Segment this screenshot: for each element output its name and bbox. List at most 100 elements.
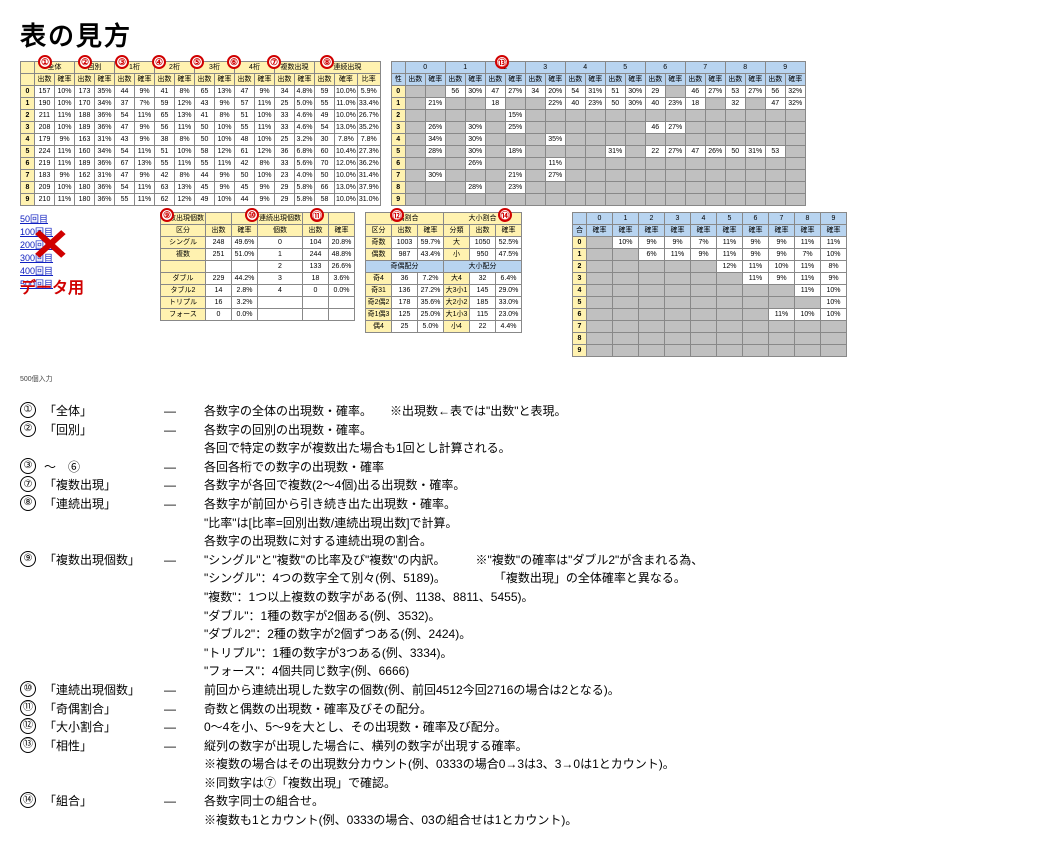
desc-text: 0～4を小、5～9を大とし、その出現数・確率及び配分。 [204, 718, 1030, 737]
desc-text: ※複数の場合はその出現数分カウント(例、0333の場合0→3は3、3→0は1とカ… [204, 755, 1030, 774]
cell: 9% [135, 134, 155, 146]
cell [705, 110, 725, 122]
cell: 46 [685, 86, 705, 98]
cell: 奇偶配分 [366, 261, 444, 273]
cell [405, 134, 425, 146]
cell: 11% [255, 98, 275, 110]
cell: 2 [573, 261, 587, 273]
cell [639, 309, 665, 321]
cell: 43 [115, 134, 135, 146]
cell [685, 182, 705, 194]
table-combinations: 0123456789合確率確率確率確率確率確率確率確率確率確率010%9%9%7… [572, 212, 847, 357]
cell: 出数 [405, 74, 425, 86]
cell: 32 [725, 98, 745, 110]
cell [605, 194, 625, 206]
cell: 31.0% [357, 194, 380, 206]
cell: 27% [505, 86, 525, 98]
cell: 28% [465, 182, 485, 194]
cell: 出数 [235, 74, 255, 86]
cell: 185 [470, 297, 496, 309]
cell [743, 345, 769, 357]
cell: 11% [665, 249, 691, 261]
table-correlation: 0123456789性出数確率出数確率出数確率出数確率出数確率出数確率出数確率出… [391, 61, 806, 206]
cell: 10% [769, 261, 795, 273]
cell: 6 [743, 213, 769, 225]
cell: 54 [115, 110, 135, 122]
cell [445, 122, 465, 134]
cell: 10% [55, 86, 75, 98]
cell: 11.0% [335, 98, 358, 110]
cell: 43.4% [418, 249, 444, 261]
cell: 125 [392, 309, 418, 321]
cell [445, 194, 465, 206]
desc-text: "複数"：1つ以上複数の数字がある(例、1138、8811、5455)。 [204, 588, 1030, 607]
cell [573, 213, 587, 225]
cell: 1 [445, 62, 485, 74]
cell [206, 261, 232, 273]
cell: 33 [275, 122, 295, 134]
cell: 36% [95, 158, 115, 170]
cell: 36 [392, 273, 418, 285]
cell: 9% [821, 273, 847, 285]
cell [425, 110, 445, 122]
cell: 30% [465, 86, 485, 98]
cell: 0 [258, 237, 303, 249]
cell: 7 [573, 321, 587, 333]
cell: 9% [55, 170, 75, 182]
cell: 30% [425, 170, 445, 182]
cell: 11% [255, 122, 275, 134]
cell [639, 345, 665, 357]
cell [821, 333, 847, 345]
cell: 20.8% [329, 237, 355, 249]
cell: 34% [95, 98, 115, 110]
cell [329, 309, 355, 321]
cell [445, 182, 465, 194]
cell: 9% [215, 170, 235, 182]
cell: 11% [717, 249, 743, 261]
cell: 5 [717, 213, 743, 225]
cell: 10% [175, 146, 195, 158]
cell: 950 [470, 249, 496, 261]
cell [587, 237, 613, 249]
cell: 47 [235, 86, 255, 98]
cell: 66 [315, 182, 335, 194]
cell [258, 309, 303, 321]
cell: 0 [587, 213, 613, 225]
cell: 11% [769, 309, 795, 321]
cell: 4 [573, 285, 587, 297]
cell: 44 [195, 170, 215, 182]
cell [769, 333, 795, 345]
cell: 26.6% [329, 261, 355, 273]
cell: 8% [215, 110, 235, 122]
cell: 8 [21, 182, 35, 194]
cell [765, 182, 785, 194]
cell: 確率 [691, 225, 717, 237]
cell: 26% [465, 158, 485, 170]
cell [505, 194, 525, 206]
cell: 25 [275, 134, 295, 146]
cell: 12% [175, 98, 195, 110]
cell [613, 249, 639, 261]
desc-label: 「連続出現個数」 [44, 681, 164, 700]
cell: 16 [206, 297, 232, 309]
data-label: データ用 [20, 274, 84, 298]
big-x-icon: ✕ [30, 220, 71, 271]
desc-text: "比率"は[比率=回別出数/連続出現出数]で計算。 [204, 514, 1030, 533]
cell: 50 [195, 134, 215, 146]
cell [705, 98, 725, 110]
cell [625, 110, 645, 122]
table-main-stats: 全体回別1桁2桁3桁4桁複数出現連続出現出数確率出数確率出数確率出数確率出数確率… [20, 61, 381, 206]
cell: 55 [195, 158, 215, 170]
cell: 22 [645, 146, 665, 158]
cell: 31% [585, 86, 605, 98]
cell [425, 158, 445, 170]
cell [685, 158, 705, 170]
cell: 10% [613, 237, 639, 249]
cell [665, 285, 691, 297]
cell: 確率 [705, 74, 725, 86]
cell: 55 [235, 122, 255, 134]
cell: 12% [255, 146, 275, 158]
cell: 出数 [605, 74, 625, 86]
cell: 27% [745, 86, 765, 98]
cell: 合 [573, 225, 587, 237]
